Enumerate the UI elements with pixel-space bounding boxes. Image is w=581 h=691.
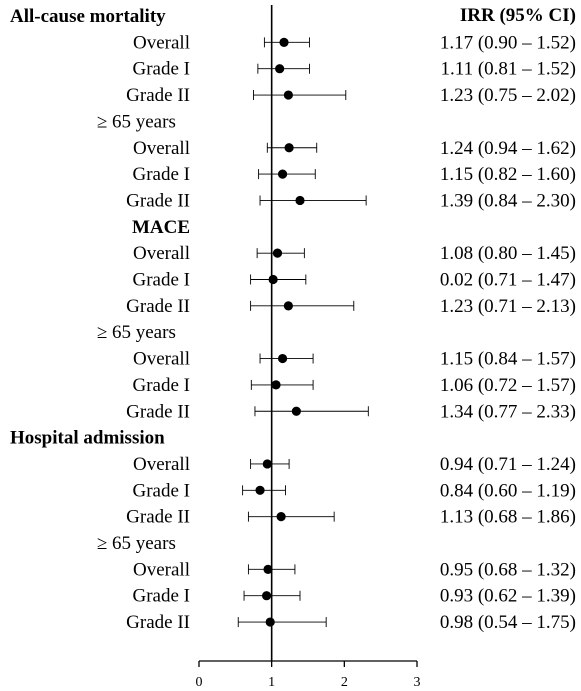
ci-value: 1.06 (0.72 – 1.57) bbox=[440, 375, 576, 396]
point-estimate bbox=[263, 564, 273, 574]
ci-value: 1.11 (0.81 – 1.52) bbox=[441, 59, 576, 80]
subgroup-label: 65 years bbox=[112, 533, 176, 554]
subgroup-label: 65 years bbox=[112, 322, 176, 343]
ci-value: 1.15 (0.84 – 1.57) bbox=[440, 349, 576, 370]
row-label: Grade I bbox=[133, 375, 191, 396]
subgroup-label: 65 years bbox=[112, 111, 176, 132]
ci-value: 1.08 (0.80 – 1.45) bbox=[440, 243, 576, 264]
point-estimate bbox=[295, 195, 305, 206]
section-header: All-cause mortality bbox=[10, 6, 166, 27]
ci-value: 0.98 (0.54 – 1.75) bbox=[440, 612, 576, 633]
point-estimate bbox=[255, 485, 265, 495]
ci-value: 1.39 (0.84 – 2.30) bbox=[440, 190, 576, 211]
subgroup-symbol: ≥ bbox=[97, 111, 107, 132]
row-label: Grade I bbox=[133, 586, 191, 607]
row-label: Grade II bbox=[126, 612, 190, 633]
point-estimate bbox=[291, 406, 301, 416]
ci-value: 0.93 (0.62 – 1.39) bbox=[440, 586, 576, 607]
point-estimate bbox=[268, 274, 278, 285]
ci-value: 0.02 (0.71 – 1.47) bbox=[440, 270, 576, 291]
row-label: Grade II bbox=[126, 296, 190, 317]
row-label: Grade I bbox=[133, 164, 191, 185]
point-estimate bbox=[265, 617, 275, 627]
x-axis: 0 1 2 3 bbox=[196, 5, 421, 690]
row-label: Overall bbox=[133, 243, 190, 264]
x-tick-label: 3 bbox=[414, 675, 421, 690]
ci-value: 1.24 (0.94 – 1.62) bbox=[440, 138, 576, 159]
ci-value: 0.84 (0.60 – 1.19) bbox=[440, 480, 576, 501]
section-header: MACE bbox=[132, 217, 190, 238]
row-label: Overall bbox=[133, 32, 190, 53]
row-label: Overall bbox=[133, 349, 190, 370]
ci-value: 1.15 (0.82 – 1.60) bbox=[440, 164, 576, 185]
row-label: Grade II bbox=[126, 401, 190, 422]
row-label: Grade I bbox=[133, 59, 191, 80]
ci-column-header: IRR (95% CI) bbox=[460, 5, 576, 26]
point-estimate bbox=[261, 591, 272, 601]
x-tick-label: 1 bbox=[268, 675, 275, 690]
ci-value: 1.34 (0.77 – 2.33) bbox=[440, 401, 576, 422]
point-estimate bbox=[279, 37, 289, 47]
row-label: Grade II bbox=[126, 507, 190, 528]
ci-value: 0.94 (0.71 – 1.24) bbox=[440, 454, 576, 475]
point-estimate bbox=[262, 459, 272, 469]
subgroup-symbol: ≥ bbox=[97, 322, 107, 343]
point-estimate bbox=[277, 169, 288, 179]
row-label: Grade II bbox=[126, 85, 190, 106]
x-tick-label: 2 bbox=[341, 675, 348, 690]
ci-value: 1.13 (0.68 – 1.86) bbox=[440, 507, 576, 528]
row-label: Grade I bbox=[133, 480, 191, 501]
row-label: Overall bbox=[133, 454, 190, 475]
row-label: Overall bbox=[133, 138, 190, 159]
ci-value: 0.95 (0.68 – 1.32) bbox=[440, 559, 576, 580]
point-estimate bbox=[271, 380, 281, 390]
point-estimate bbox=[283, 90, 293, 100]
ci-value: 1.23 (0.71 – 2.13) bbox=[440, 296, 576, 317]
row-label: Overall bbox=[133, 559, 190, 580]
subgroup-symbol: ≥ bbox=[97, 533, 107, 554]
row-label: Grade II bbox=[126, 190, 190, 211]
point-estimate bbox=[277, 353, 288, 364]
row-label: Grade I bbox=[133, 270, 191, 291]
ci-value: 1.23 (0.75 – 2.02) bbox=[440, 85, 576, 106]
ci-value: 1.17 (0.90 – 1.52) bbox=[440, 32, 576, 53]
rows-layer: All-cause mortality Overall 1.17 (0.90 – 1… bbox=[10, 6, 576, 633]
x-tick-label: 0 bbox=[196, 675, 203, 690]
point-estimate bbox=[284, 143, 294, 153]
section-header: Hospital admission bbox=[10, 428, 165, 449]
point-estimate bbox=[276, 512, 286, 522]
point-estimate bbox=[275, 64, 285, 74]
point-estimate bbox=[272, 248, 283, 258]
point-estimate bbox=[283, 301, 293, 311]
